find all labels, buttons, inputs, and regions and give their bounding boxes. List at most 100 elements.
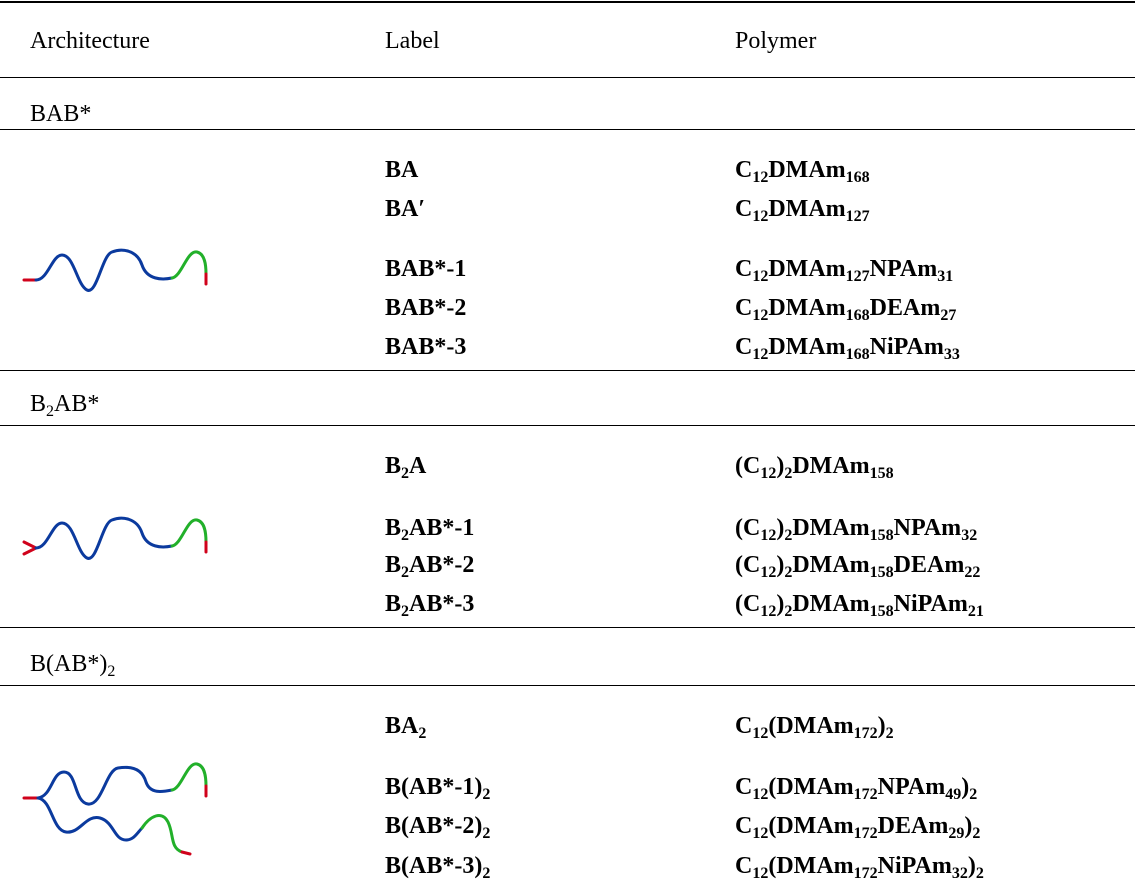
subscript: 168 <box>846 346 870 363</box>
text-run: (C <box>735 453 760 479</box>
text-run: BAB* <box>30 101 91 127</box>
label-cell: BAB*-2 <box>385 293 466 323</box>
text-run: NPAm <box>894 515 962 541</box>
text-run: BA′ <box>385 196 425 222</box>
text-run: (C <box>735 591 760 617</box>
text-run: C <box>735 853 752 879</box>
subscript: 168 <box>846 307 870 324</box>
subscript: 2 <box>482 865 490 882</box>
subscript: 12 <box>752 169 768 186</box>
text-run: DMAm <box>768 196 845 222</box>
subscript: 21 <box>968 603 984 620</box>
subscript: 12 <box>752 725 768 742</box>
text-run: BA <box>385 157 418 183</box>
architecture-icon <box>22 752 222 862</box>
text-run: DMAm <box>768 256 845 282</box>
text-run: C <box>735 334 752 360</box>
label-cell: B2AB*-3 <box>385 589 474 619</box>
label-cell: B2AB*-2 <box>385 550 474 580</box>
label-cell: B2A <box>385 451 426 481</box>
subscript: 12 <box>760 527 776 544</box>
subscript: 22 <box>964 564 980 581</box>
section-title: B2AB* <box>30 389 99 419</box>
polymer-cell: (C12)2DMAm158 <box>735 451 894 481</box>
subscript: 2 <box>401 527 409 544</box>
subscript: 158 <box>870 564 894 581</box>
text-run: BAB*-1 <box>385 256 466 282</box>
column-header: Polymer <box>735 26 816 56</box>
label-cell: BAB*-3 <box>385 332 466 362</box>
subscript: 33 <box>944 346 960 363</box>
text-run: C <box>735 813 752 839</box>
text-run: (DMAm <box>768 853 853 879</box>
text-run: B(AB*) <box>30 651 107 677</box>
text-run: ) <box>878 713 886 739</box>
subscript: 2 <box>972 825 980 842</box>
subscript: 2 <box>969 786 977 803</box>
label-cell: BAB*-1 <box>385 254 466 284</box>
column-header: Architecture <box>30 26 150 56</box>
section-title: B(AB*)2 <box>30 649 115 679</box>
text-run: (DMAm <box>768 813 853 839</box>
polymer-cell: (C12)2DMAm158DEAm22 <box>735 550 980 580</box>
text-run: DMAm <box>792 453 869 479</box>
subscript: 12 <box>752 208 768 225</box>
text-run: B(AB*-1) <box>385 774 482 800</box>
architecture-icon <box>22 240 222 300</box>
table-page: ArchitectureLabelPolymerBAB*BAC12DMAm168… <box>0 0 1135 888</box>
section-title: BAB* <box>30 99 91 129</box>
subscript: 29 <box>948 825 964 842</box>
text-run: B(AB*-3) <box>385 853 482 879</box>
text-run: DEAm <box>894 552 965 578</box>
text-run: DMAm <box>792 515 869 541</box>
subscript: 32 <box>961 527 977 544</box>
subscript: 127 <box>846 268 870 285</box>
text-run: NPAm <box>870 256 938 282</box>
text-run: B <box>385 515 401 541</box>
polymer-cell: C12(DMAm172NPAm49)2 <box>735 772 977 802</box>
top-rule <box>0 1 1135 3</box>
text-run: ) <box>968 853 976 879</box>
section-rule <box>0 370 1135 371</box>
text-run: BAB*-2 <box>385 295 466 321</box>
text-run: A <box>409 453 426 479</box>
text-run: DEAm <box>878 813 949 839</box>
section-rule <box>0 685 1135 686</box>
section-rule <box>0 129 1135 130</box>
text-run: AB*-1 <box>409 515 474 541</box>
subscript: 172 <box>854 825 878 842</box>
subscript: 2 <box>401 603 409 620</box>
subscript: 12 <box>752 865 768 882</box>
label-cell: B2AB*-1 <box>385 513 474 543</box>
section-rule <box>0 627 1135 628</box>
subscript: 2 <box>418 725 426 742</box>
text-run: C <box>735 295 752 321</box>
subscript: 2 <box>46 403 54 420</box>
polymer-cell: C12(DMAm172DEAm29)2 <box>735 811 980 841</box>
subscript: 12 <box>760 603 776 620</box>
polymer-cell: C12DMAm168NiPAm33 <box>735 332 960 362</box>
subscript: 12 <box>752 268 768 285</box>
text-run: AB*-2 <box>409 552 474 578</box>
text-run: C <box>735 256 752 282</box>
text-run: (C <box>735 515 760 541</box>
subscript: 2 <box>107 663 115 680</box>
label-cell: BA2 <box>385 711 426 741</box>
polymer-cell: C12(DMAm172)2 <box>735 711 894 741</box>
text-run: (C <box>735 552 760 578</box>
subscript: 12 <box>752 786 768 803</box>
subscript: 31 <box>937 268 953 285</box>
column-header: Label <box>385 26 440 56</box>
subscript: 27 <box>940 307 956 324</box>
header-rule <box>0 77 1135 78</box>
text-run: DMAm <box>768 295 845 321</box>
subscript: 158 <box>870 527 894 544</box>
polymer-cell: C12DMAm127 <box>735 194 870 224</box>
text-run: C <box>735 713 752 739</box>
polymer-cell: C12DMAm127NPAm31 <box>735 254 953 284</box>
subscript: 2 <box>482 825 490 842</box>
subscript: 12 <box>760 564 776 581</box>
subscript: 2 <box>401 465 409 482</box>
subscript: 168 <box>846 169 870 186</box>
label-cell: B(AB*-1)2 <box>385 772 490 802</box>
